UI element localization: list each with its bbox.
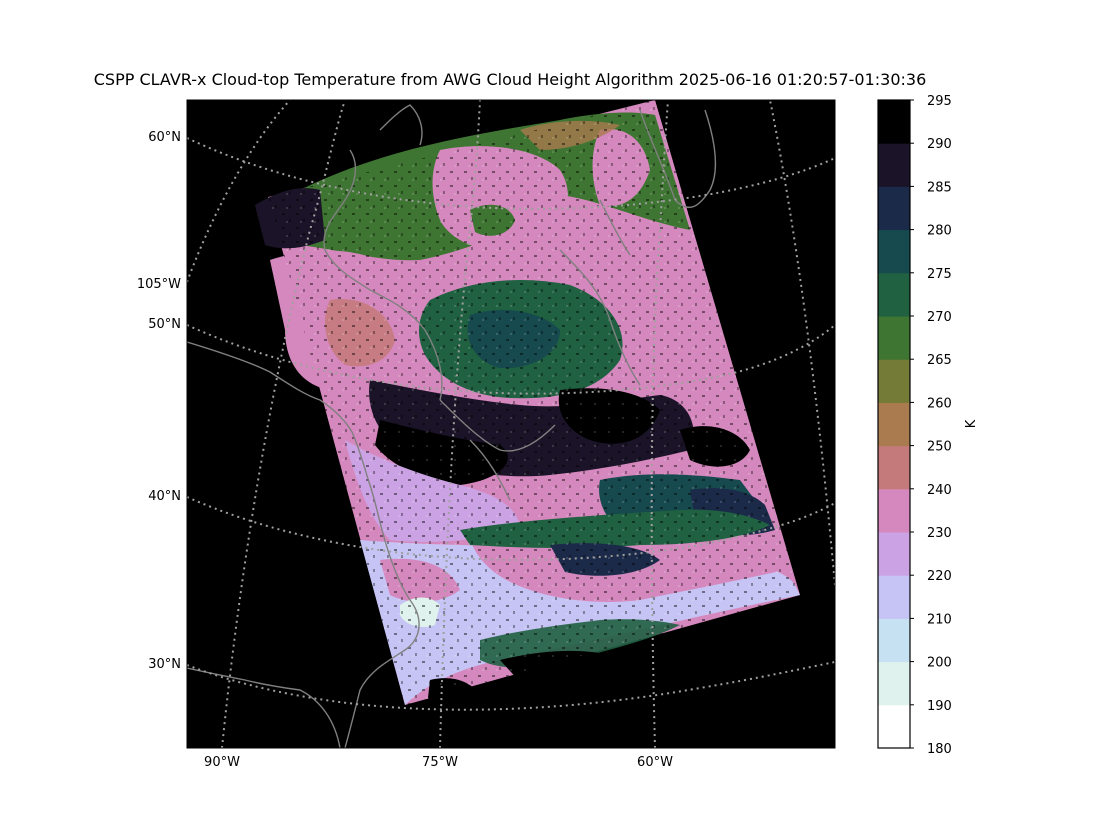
- colorbar-segment: [878, 661, 910, 706]
- colorbar-segment: [878, 229, 910, 274]
- meridian-105w: [187, 100, 291, 283]
- colorbar-tick-label: 270: [927, 310, 952, 325]
- colorbar-tick-label: 180: [927, 742, 952, 757]
- lon-tick-60w: 60°W: [637, 755, 673, 770]
- colorbar-segment: [878, 143, 910, 187]
- colorbar-segment: [878, 704, 910, 749]
- colorbar-segment: [878, 100, 910, 144]
- chart-title: CSPP CLAVR-x Cloud-top Temperature from …: [93, 70, 927, 89]
- colorbar-tick-label: 230: [927, 526, 952, 541]
- colorbar: 180 190 200 210 220 230 240 250 260 265 270 275 280 2…: [877, 94, 952, 757]
- lon-tick-105w-left: 105°W: [137, 277, 181, 292]
- colorbar-tick-label: 190: [927, 699, 952, 714]
- lon-tick-90w: 90°W: [204, 755, 240, 770]
- colorbar-tick-label: 265: [927, 353, 952, 368]
- parallel-30n: [187, 661, 835, 711]
- lat-tick-50n: 50°N: [148, 317, 181, 332]
- colorbar-tick-label: 295: [927, 94, 952, 109]
- colorbar-tick-label: 290: [927, 137, 952, 152]
- colorbar-segment: [878, 316, 910, 360]
- colorbar-tick-label: 240: [927, 483, 952, 498]
- colorbar-tick-label: 260: [927, 396, 952, 411]
- graticule: [187, 100, 835, 748]
- colorbar-tick-label: 250: [927, 440, 952, 455]
- colorbar-label: K: [964, 419, 979, 428]
- lat-tick-40n: 40°N: [148, 489, 181, 504]
- colorbar-segment: [878, 618, 910, 663]
- colorbar-frame: [877, 99, 911, 749]
- colorbar-segment: [878, 488, 910, 533]
- lon-tick-75w: 75°W: [422, 755, 458, 770]
- map-frame: [186, 99, 836, 749]
- colorbar-segment: [878, 272, 910, 317]
- lat-tick-60n: 60°N: [148, 130, 181, 145]
- meridian-90w: [221, 100, 346, 748]
- colorbar-tick-label: 280: [927, 224, 952, 239]
- colorbar-segment: [878, 445, 910, 490]
- colorbar-segment: [878, 575, 910, 619]
- parallel-40n: [187, 496, 835, 561]
- colorbar-segment: [878, 186, 910, 231]
- lat-tick-30n: 30°N: [148, 657, 181, 672]
- colorbar-tick-label: 220: [927, 569, 952, 584]
- colorbar-segment: [878, 532, 910, 576]
- colorbar-tick-label: 210: [927, 612, 952, 627]
- parallel-50n: [187, 324, 835, 395]
- colorbar-tick-label: 275: [927, 267, 952, 282]
- colorbar-segment: [878, 402, 910, 447]
- colorbar-tick-label: 200: [927, 656, 952, 671]
- parallel-60n: [187, 137, 835, 210]
- coastlines: [187, 104, 717, 748]
- colorbar-tick-label: 285: [927, 180, 952, 195]
- colorbar-segment: [878, 359, 910, 403]
